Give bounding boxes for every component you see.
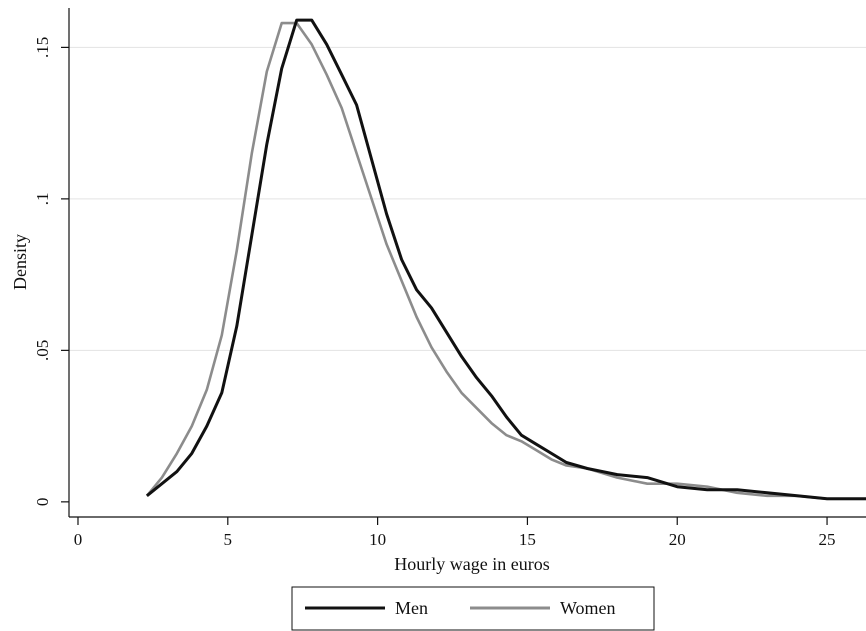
legend-label-men: Men	[395, 598, 428, 618]
x-tick-label: 5	[224, 530, 233, 549]
gridlines	[69, 46, 866, 351]
x-tick-label: 10	[369, 530, 386, 549]
series-line-women	[145, 21, 866, 501]
axes	[68, 8, 866, 518]
x-tick-label: 0	[74, 530, 83, 549]
x-tick-label: 15	[519, 530, 536, 549]
series-line-men	[145, 18, 866, 501]
y-tick-label: .05	[33, 340, 52, 361]
y-tick-label: .15	[33, 37, 52, 58]
x-tick-label: 20	[669, 530, 686, 549]
x-axis-title: Hourly wage in euros	[394, 554, 549, 574]
y-tick-label: .1	[33, 193, 52, 206]
legend: Men Women	[291, 586, 655, 631]
x-ticks: 0 5 10 15 20 25	[74, 517, 836, 549]
y-tick-label: 0	[33, 498, 52, 507]
x-tick-label: 25	[819, 530, 836, 549]
y-axis-title: Density	[10, 234, 30, 290]
series-lines	[145, 18, 866, 501]
y-ticks: 0 .05 .1 .15	[33, 37, 69, 506]
legend-label-women: Women	[560, 598, 616, 618]
